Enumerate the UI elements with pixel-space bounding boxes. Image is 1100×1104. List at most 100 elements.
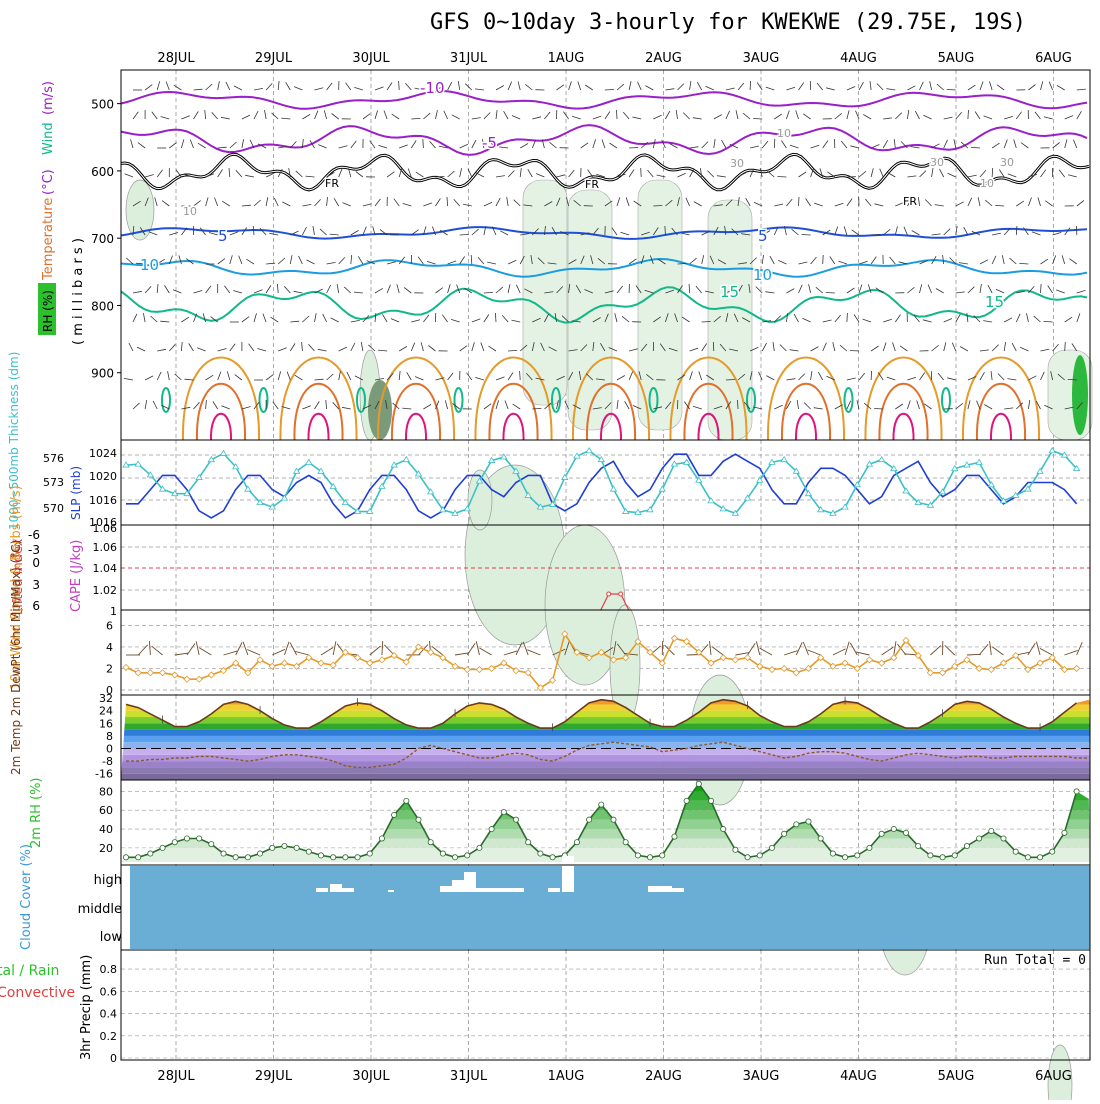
wind-barb xyxy=(327,262,336,264)
wind-barb xyxy=(254,111,258,119)
wind-barb xyxy=(823,320,832,322)
wind-barb xyxy=(877,84,883,91)
wind-barb xyxy=(302,342,303,351)
wind-barb xyxy=(840,345,847,351)
rh-tick-label: 60 xyxy=(99,804,113,817)
wind-barb xyxy=(802,235,811,236)
surface-wind-barb xyxy=(243,642,248,655)
rh-point xyxy=(489,826,494,831)
precip-tick-label: 0.8 xyxy=(100,963,118,976)
wind-barb xyxy=(404,288,411,294)
wind-barb xyxy=(690,147,699,148)
slp-line xyxy=(126,454,1077,518)
rh-point xyxy=(526,840,531,845)
wind-barb xyxy=(811,257,817,264)
wind-barb xyxy=(181,342,182,351)
wind-barb xyxy=(550,142,557,148)
temperature-contour-20 xyxy=(183,358,259,441)
surface-wind-barb xyxy=(882,647,894,655)
wind-barb xyxy=(253,226,254,235)
thickness-point xyxy=(586,448,592,453)
wind-barb xyxy=(320,229,327,235)
wind-barb xyxy=(472,319,481,322)
thickness-point xyxy=(781,457,787,462)
wind-barb xyxy=(460,144,468,148)
wind-barb xyxy=(351,141,357,148)
temperature-contour-25 xyxy=(782,384,830,440)
wind-barb xyxy=(1065,116,1073,119)
wind-barb xyxy=(266,285,271,293)
wind-barb xyxy=(245,175,254,177)
wind-barb xyxy=(1004,116,1013,119)
wind-barb xyxy=(1053,256,1056,265)
wind-barb xyxy=(254,200,261,206)
thickness-tick-label: 573 xyxy=(43,476,64,489)
wind-barb xyxy=(411,320,420,322)
wind-barb xyxy=(980,170,986,177)
rh-point xyxy=(428,840,433,845)
wind-barb xyxy=(460,257,465,265)
wind-barb xyxy=(423,404,431,409)
wind-barb xyxy=(1038,197,1041,206)
wind-barb xyxy=(448,82,452,90)
wind-barb xyxy=(678,264,687,265)
top-date-label: 31JUL xyxy=(450,51,488,66)
wind-barb xyxy=(324,110,326,119)
wind-barb xyxy=(968,110,969,119)
wind-barb xyxy=(481,343,484,352)
wind-barb xyxy=(1077,290,1086,293)
temp-tick-label: 32 xyxy=(99,692,113,705)
rh-color-band xyxy=(121,829,1090,838)
wind-barb xyxy=(816,287,823,293)
wind-barb xyxy=(206,400,207,409)
wind-barb xyxy=(1012,343,1016,351)
wind-barb xyxy=(157,284,158,293)
bottom-date-label: 28JUL xyxy=(157,1069,195,1084)
wind-barb xyxy=(284,286,290,293)
wind-barb xyxy=(968,85,976,90)
temp-tick-label: 24 xyxy=(99,705,113,718)
slp-axis-label: SLP (mb) xyxy=(69,466,83,520)
wind-barb xyxy=(1056,290,1065,293)
wind-barb xyxy=(387,373,393,380)
wind-barb xyxy=(318,145,326,148)
rh-point xyxy=(574,840,579,845)
wind-barb xyxy=(823,141,828,148)
wind-barb xyxy=(886,89,895,90)
cloud-high-bar xyxy=(562,856,574,892)
surface-wind-barb xyxy=(284,642,289,655)
wind-barb xyxy=(665,89,674,90)
wind-barb xyxy=(847,199,852,206)
wind-barb xyxy=(736,110,738,119)
contour-label: FR xyxy=(585,178,599,191)
rh-tick-label: 80 xyxy=(99,785,113,798)
rh-point xyxy=(355,855,360,860)
cape-tick-label: 1.04 xyxy=(93,562,118,575)
wind-barb xyxy=(726,88,735,90)
wind-barb xyxy=(499,147,508,148)
cloud-tick-label: low xyxy=(100,930,123,945)
surface-wind-barb xyxy=(803,642,808,655)
wind-barb xyxy=(274,198,278,206)
wind-barb xyxy=(1073,140,1076,148)
wind-barb xyxy=(678,84,684,90)
surface-wind-barb xyxy=(480,648,492,655)
wind-barb xyxy=(626,198,629,207)
wind-barb xyxy=(246,259,254,264)
wind-barb xyxy=(911,147,920,148)
rh-point xyxy=(977,836,982,841)
surface-wind-barb xyxy=(333,641,336,655)
surface-wind-barb xyxy=(149,641,150,655)
upper-ylabel-group: Temperature(°C)Wind(m/s) xyxy=(41,81,56,281)
thickness-point xyxy=(306,459,312,464)
surface-wind-barb xyxy=(808,650,821,655)
wind-barb xyxy=(337,284,339,293)
rh-point xyxy=(757,853,762,858)
wind-barb xyxy=(693,118,702,119)
rh-point xyxy=(830,851,835,856)
wind-speed-point xyxy=(879,660,885,666)
wind-barb xyxy=(445,400,447,409)
wind-barb xyxy=(629,372,633,380)
wind-barb xyxy=(496,287,503,293)
wind-barb xyxy=(278,371,281,380)
